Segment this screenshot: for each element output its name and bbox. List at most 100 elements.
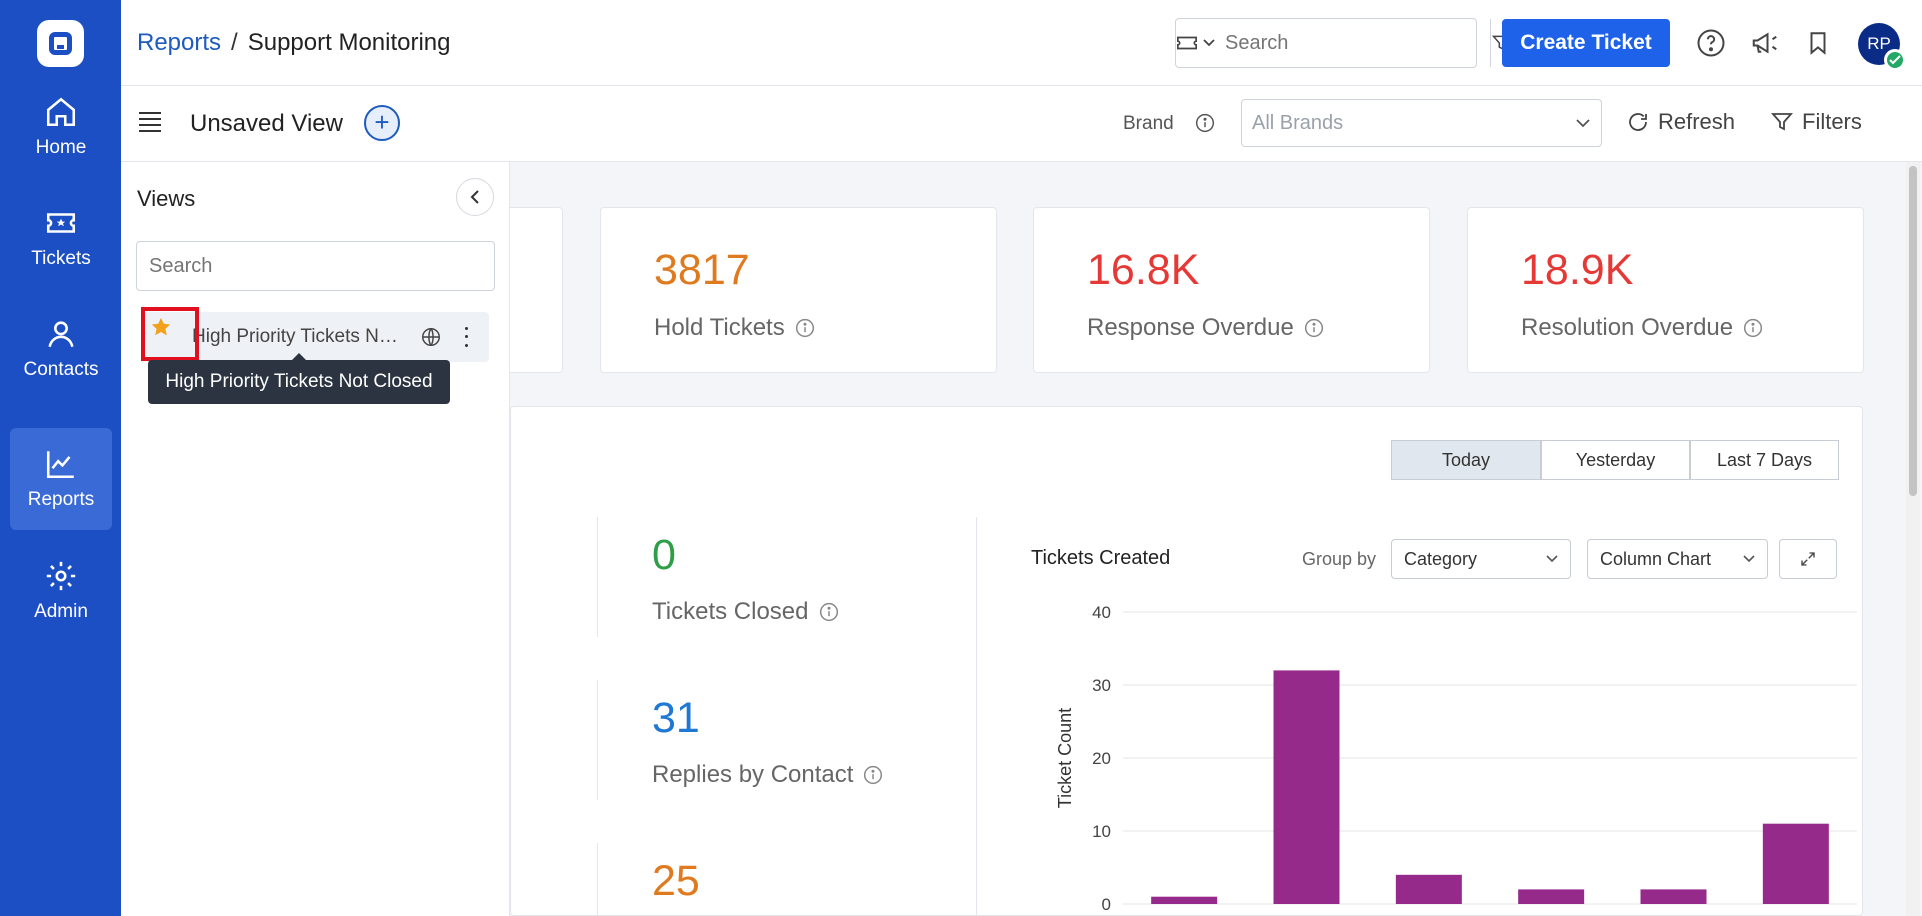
y-tick-label: 30: [1092, 676, 1111, 695]
views-title: Views: [137, 186, 196, 211]
gear-icon: [46, 561, 76, 591]
chart-bar[interactable]: [1395, 874, 1462, 904]
metric-value: 31: [652, 694, 700, 742]
nav-item-tickets[interactable]: Tickets: [10, 187, 112, 289]
bookmark-button[interactable]: [1801, 26, 1835, 60]
nav-item-contacts[interactable]: Contacts: [10, 298, 112, 400]
chevron-down-icon: [1203, 39, 1215, 47]
metric-value: 25: [652, 857, 700, 905]
kebab-menu-icon[interactable]: [461, 324, 471, 350]
breadcrumb: Reports / Support Monitoring: [137, 29, 451, 57]
info-icon[interactable]: [795, 318, 815, 338]
left-nav: Home Tickets Contacts Reports Admin: [0, 0, 121, 916]
stat-card-hold-tickets[interactable]: 3817 Hold Tickets: [600, 207, 997, 373]
help-icon: [1697, 29, 1725, 57]
nav-label-tickets: Tickets: [31, 248, 91, 269]
tickets-created-chart: Ticket Count 0 10 20 30 40: [1055, 603, 1857, 914]
stat-card-resolution-overdue[interactable]: 18.9K Resolution Overdue: [1467, 207, 1864, 373]
view-title: Unsaved View: [190, 110, 343, 137]
nav-item-home[interactable]: Home: [10, 76, 112, 178]
y-tick-label: 20: [1092, 749, 1111, 768]
stat-caption: Hold Tickets: [654, 314, 815, 342]
nav-label-contacts: Contacts: [23, 359, 99, 380]
chart-title: Tickets Created: [1031, 547, 1171, 569]
nav-item-admin[interactable]: Admin: [10, 540, 112, 642]
info-icon[interactable]: [1743, 318, 1763, 338]
info-icon[interactable]: [819, 602, 839, 622]
home-icon: [46, 97, 76, 127]
brand-select[interactable]: All Brands: [1241, 99, 1602, 147]
views-search-input[interactable]: [136, 241, 495, 291]
scrollbar-thumb[interactable]: [1909, 166, 1917, 496]
create-ticket-button[interactable]: Create Ticket: [1502, 19, 1670, 67]
expand-icon: [1801, 552, 1815, 566]
brand-label: Brand: [1123, 113, 1174, 134]
chart-bar[interactable]: [1151, 896, 1218, 904]
chevron-down-icon: [1743, 555, 1755, 563]
app-logo[interactable]: [37, 20, 84, 67]
search-input[interactable]: [1216, 19, 1490, 67]
view-item-name: High Priority Tickets Not Closed: [192, 326, 399, 347]
chevron-down-icon: [1576, 119, 1590, 128]
view-name-tooltip: High Priority Tickets Not Closed: [148, 353, 450, 404]
announcements-button[interactable]: [1748, 26, 1782, 60]
stat-card-response-overdue[interactable]: 16.8K Response Overdue: [1033, 207, 1430, 373]
divider: [597, 680, 598, 800]
add-view-button[interactable]: +: [364, 105, 400, 141]
metric-value: 0: [652, 531, 676, 579]
expand-chart-button[interactable]: [1779, 539, 1837, 579]
brand-select-value: All Brands: [1252, 111, 1344, 134]
ticket-icon: [1177, 36, 1197, 50]
stat-value: 16.8K: [1087, 246, 1200, 294]
bookmark-icon: [1810, 32, 1826, 55]
menu-toggle-icon[interactable]: [139, 112, 161, 132]
info-icon[interactable]: [1304, 318, 1324, 338]
stat-caption: Resolution Overdue: [1521, 314, 1763, 342]
page-scrollbar[interactable]: [1906, 162, 1920, 916]
divider: [976, 517, 977, 916]
chart-type-value: Column Chart: [1600, 548, 1712, 569]
reports-icon: [46, 451, 74, 479]
dashboard-panel: Today Yesterday Last 7 Days 0 Tickets Cl…: [510, 406, 1863, 916]
breadcrumb-current: Support Monitoring: [247, 29, 451, 56]
stat-value: 18.9K: [1521, 246, 1634, 294]
chevron-down-icon: [1546, 555, 1558, 563]
chart-bar[interactable]: [1762, 823, 1829, 904]
ticket-icon: [46, 213, 76, 233]
y-tick-label: 10: [1092, 822, 1111, 841]
contact-icon: [48, 321, 74, 348]
view-list-item[interactable]: High Priority Tickets Not Closed: [144, 312, 489, 362]
chart-bar[interactable]: [1273, 670, 1340, 904]
help-button[interactable]: [1694, 26, 1728, 60]
info-icon[interactable]: [1195, 113, 1215, 138]
period-toggle: Today Yesterday Last 7 Days: [1391, 440, 1839, 480]
metric-label: Tickets Closed: [652, 598, 809, 625]
period-yesterday-button[interactable]: Yesterday: [1541, 440, 1690, 480]
y-tick-label: 0: [1102, 895, 1111, 914]
breadcrumb-separator: /: [231, 29, 238, 56]
collapse-views-button[interactable]: [456, 178, 494, 216]
stat-label: Resolution Overdue: [1521, 314, 1734, 341]
period-last-7-days-button[interactable]: Last 7 Days: [1690, 440, 1839, 480]
favorite-star-button[interactable]: [142, 308, 179, 345]
group-by-select[interactable]: Category: [1391, 539, 1571, 579]
period-today-button[interactable]: Today: [1391, 440, 1541, 480]
metric-caption: Tickets Closed: [652, 598, 839, 626]
divider: [597, 843, 598, 916]
refresh-button[interactable]: Refresh: [1626, 109, 1735, 135]
y-tick-label: 40: [1092, 603, 1111, 622]
breadcrumb-link-reports[interactable]: Reports: [137, 29, 222, 56]
chart-bar[interactable]: [1640, 889, 1707, 904]
global-search: [1175, 18, 1511, 68]
chart-type-select[interactable]: Column Chart: [1587, 539, 1768, 579]
globe-icon: [420, 326, 442, 353]
chart-bar[interactable]: [1518, 889, 1585, 904]
user-avatar[interactable]: RP: [1858, 23, 1906, 71]
nav-item-reports[interactable]: Reports: [10, 428, 112, 530]
search-type-dropdown[interactable]: [1176, 19, 1216, 67]
filters-button[interactable]: Filters: [1770, 109, 1862, 135]
info-icon[interactable]: [863, 765, 883, 785]
chevron-left-icon: [470, 190, 479, 204]
metric-caption: Replies by Contact: [652, 761, 883, 789]
filters-label: Filters: [1802, 109, 1862, 134]
